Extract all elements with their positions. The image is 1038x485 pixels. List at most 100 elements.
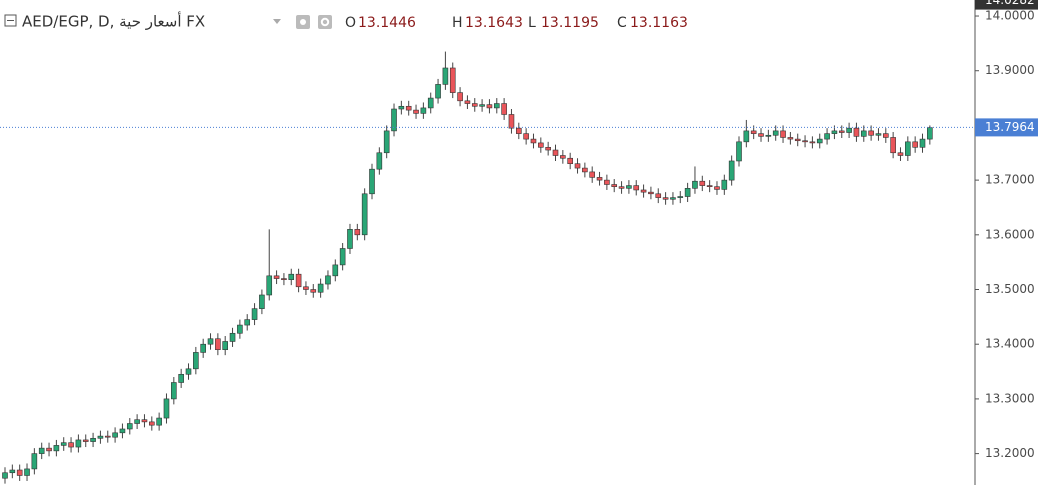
- candle-body: [714, 186, 720, 190]
- candle-body: [24, 468, 30, 476]
- candle-body: [912, 141, 918, 148]
- candle-body: [398, 105, 405, 110]
- candle-body: [16, 469, 23, 476]
- candle-body: [266, 275, 273, 296]
- candle-body: [882, 133, 889, 138]
- candle-body: [692, 180, 698, 189]
- candle-body: [112, 432, 118, 438]
- candle-body: [391, 108, 397, 132]
- candle-body: [493, 103, 500, 109]
- candle-body: [596, 177, 603, 181]
- candle-body: [2, 472, 8, 479]
- symbol-title: AED/EGP, D, أسعار حية FX: [22, 12, 205, 31]
- candle-body: [582, 167, 588, 173]
- candle-body: [435, 84, 441, 99]
- candle-body: [728, 160, 735, 181]
- candle-body: [156, 417, 162, 426]
- candle-body: [229, 332, 236, 342]
- candle-body: [611, 184, 618, 187]
- candle-body: [325, 275, 331, 285]
- candle-body: [126, 423, 133, 430]
- candle-body: [802, 140, 808, 143]
- candle-body: [853, 127, 860, 137]
- candle-body: [780, 130, 786, 138]
- candle-body: [648, 191, 654, 195]
- candle-body: [354, 229, 361, 236]
- candle-body: [670, 197, 676, 200]
- candle-body: [589, 171, 596, 178]
- y-tick-label: 13.5000: [985, 282, 1035, 296]
- candle-body: [361, 193, 368, 236]
- candle-body: [868, 130, 874, 136]
- candle-body: [523, 133, 529, 140]
- dropdown-arrow[interactable]: [273, 19, 281, 24]
- candle-body: [831, 130, 838, 134]
- candle-body: [538, 142, 544, 148]
- candle-body: [457, 92, 463, 102]
- candle-body: [413, 109, 419, 114]
- settings-button[interactable]: [318, 15, 332, 29]
- ohlc-key: L: [528, 15, 536, 31]
- candle-body: [281, 278, 287, 280]
- candle-body: [303, 286, 309, 290]
- candle-body: [736, 141, 742, 162]
- candle-body: [46, 447, 52, 452]
- candle-body: [68, 442, 74, 448]
- candle-body: [772, 130, 779, 136]
- candle-body: [787, 137, 794, 140]
- candle-body: [442, 67, 449, 85]
- candle-body: [905, 141, 911, 156]
- candle-body: [838, 130, 845, 133]
- candle-body: [765, 134, 772, 137]
- candle-body: [31, 453, 38, 470]
- candle-body: [82, 439, 89, 442]
- settings-icon: [320, 17, 330, 27]
- candle-body: [75, 439, 82, 448]
- candle-body: [376, 152, 383, 170]
- candle-body: [97, 435, 104, 439]
- ohlc-key: C: [617, 15, 627, 31]
- candle-body: [9, 469, 16, 474]
- y-tick-label: 14.0000: [985, 9, 1035, 23]
- scale-top-box: [975, 0, 1038, 10]
- candle-body: [626, 185, 632, 189]
- collapse-icon[interactable]: [4, 14, 17, 27]
- ohlc-value: 13.1163: [630, 15, 688, 31]
- ohlc-values: O 13.1446 H 13.1643 L 13.1195 C 13.1163: [345, 15, 688, 31]
- y-tick-label: 13.3000: [985, 391, 1035, 405]
- candle-body: [317, 283, 324, 293]
- candle-body: [706, 185, 713, 187]
- candle-body: [141, 419, 148, 423]
- candle-body: [890, 137, 896, 154]
- candle-body: [758, 133, 764, 137]
- visibility-icon: [300, 19, 306, 25]
- candle-body: [273, 275, 280, 279]
- candle-body: [215, 338, 221, 350]
- candle-body: [919, 138, 926, 148]
- candle-body: [743, 130, 750, 143]
- last-price-label: 13.7964: [985, 120, 1035, 134]
- candle-body: [60, 442, 67, 446]
- candle-body: [244, 319, 251, 326]
- candle-body: [545, 146, 551, 151]
- candle-body: [427, 97, 434, 109]
- candle-body: [794, 138, 801, 142]
- candle-body: [119, 428, 126, 434]
- candle-body: [721, 179, 728, 190]
- candle-body: [927, 127, 933, 140]
- candle-body: [677, 196, 684, 198]
- plot: [2, 51, 933, 484]
- candle-body: [134, 419, 140, 424]
- candle-body: [259, 294, 265, 309]
- candle-body: [604, 179, 610, 185]
- candle-body: [369, 168, 375, 195]
- candle-body: [53, 445, 60, 452]
- candle-body: [383, 130, 390, 154]
- candle-body: [339, 248, 346, 266]
- candle-body: [207, 338, 214, 345]
- candle-body: [501, 103, 507, 115]
- candle-body: [633, 185, 640, 191]
- legend-header: AED/EGP, D, أسعار حية FX O 13.1446 H 13.164…: [4, 12, 688, 31]
- candle-body: [295, 273, 302, 288]
